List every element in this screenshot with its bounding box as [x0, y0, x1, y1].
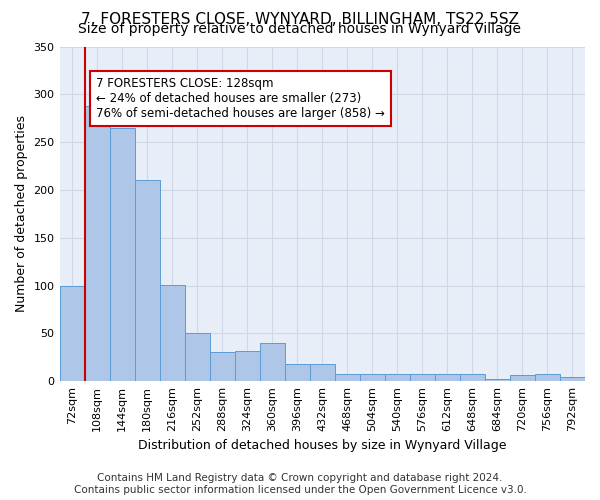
Bar: [310, 364, 335, 381]
Bar: [260, 343, 285, 381]
Bar: [209, 352, 235, 381]
Bar: [560, 378, 585, 381]
Bar: [460, 374, 485, 381]
Text: 7, FORESTERS CLOSE, WYNYARD, BILLINGHAM, TS22 5SZ: 7, FORESTERS CLOSE, WYNYARD, BILLINGHAM,…: [81, 12, 519, 26]
Bar: [110, 128, 134, 381]
Y-axis label: Number of detached properties: Number of detached properties: [15, 116, 28, 312]
Bar: [134, 180, 160, 381]
X-axis label: Distribution of detached houses by size in Wynyard Village: Distribution of detached houses by size …: [138, 440, 506, 452]
Bar: [59, 286, 85, 381]
Bar: [235, 350, 260, 381]
Bar: [385, 374, 410, 381]
Bar: [160, 284, 185, 381]
Bar: [360, 374, 385, 381]
Bar: [435, 374, 460, 381]
Bar: [285, 364, 310, 381]
Bar: [485, 380, 510, 381]
Bar: [185, 334, 209, 381]
Bar: [85, 106, 110, 381]
Text: 7 FORESTERS CLOSE: 128sqm
← 24% of detached houses are smaller (273)
76% of semi: 7 FORESTERS CLOSE: 128sqm ← 24% of detac…: [97, 76, 385, 120]
Bar: [510, 376, 535, 381]
Bar: [335, 374, 360, 381]
Bar: [535, 374, 560, 381]
Bar: [410, 374, 435, 381]
Text: Contains HM Land Registry data © Crown copyright and database right 2024.
Contai: Contains HM Land Registry data © Crown c…: [74, 474, 526, 495]
Text: Size of property relative to detached houses in Wynyard Village: Size of property relative to detached ho…: [79, 22, 521, 36]
